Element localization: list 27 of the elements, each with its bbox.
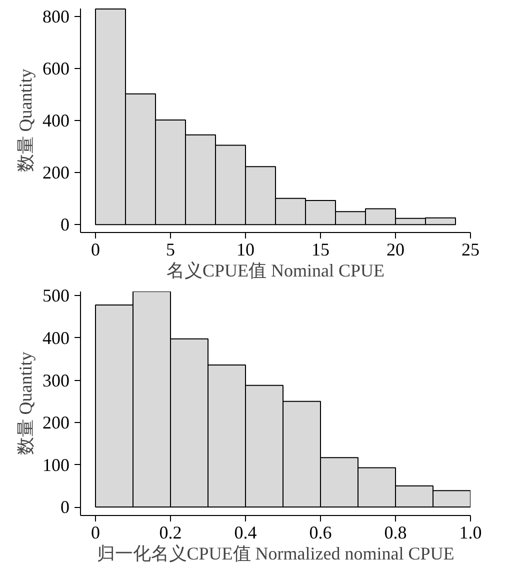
x-tick-label: 0.8 [384,522,407,542]
x-axis-title: 名义CPUE值 Nominal CPUE [166,260,385,280]
y-tick-label: 300 [42,370,70,390]
y-tick-label: 500 [42,286,70,306]
y-tick-label: 0 [60,214,70,235]
x-tick-label: 15 [312,240,330,260]
x-tick-label: 0 [91,240,100,260]
x-axis-title: 归一化名义CPUE值 Normalized nominal CPUE [96,544,454,564]
y-tick-label: 100 [42,454,70,475]
x-tick-label: 25 [462,240,480,260]
y-axis-title: 数量 Quantity [16,68,36,172]
y-tick-label: 200 [42,162,70,183]
y-axis-title: 数量 Quantity [16,352,36,456]
y-tick-label: 800 [42,6,70,26]
x-tick-label: 0.6 [309,522,332,542]
x-tick-label: 10 [236,240,254,260]
x-tick-label: 1.0 [459,522,482,542]
y-tick-label: 600 [42,58,70,78]
x-tick-label: 0 [91,522,100,542]
x-tick-label: 0.2 [159,522,182,542]
y-tick-label: 400 [42,110,70,130]
y-tick-label: 200 [42,412,70,433]
x-tick-label: 0.4 [234,522,257,542]
y-tick-label: 0 [60,497,70,518]
x-tick-label: 20 [386,240,404,260]
x-tick-label: 5 [166,240,175,260]
y-tick-label: 400 [42,328,70,348]
